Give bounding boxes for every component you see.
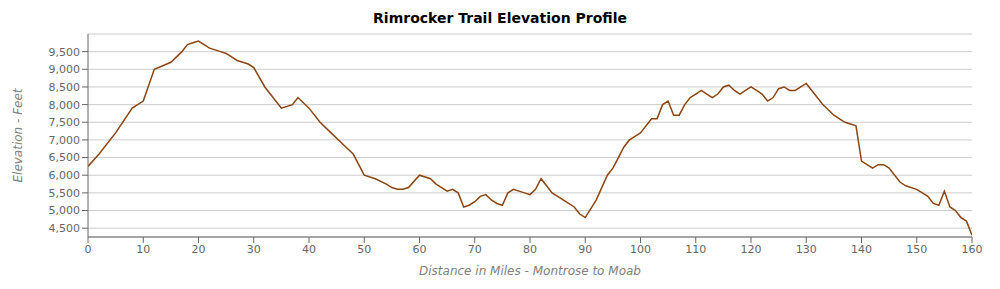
svg-text:60: 60 [413,243,427,256]
svg-text:7,500: 7,500 [49,116,81,129]
svg-text:150: 150 [906,243,927,256]
svg-text:5,000: 5,000 [49,204,81,217]
svg-text:7,000: 7,000 [49,134,81,147]
svg-text:5,500: 5,500 [49,187,81,200]
svg-text:8,000: 8,000 [49,99,81,112]
svg-text:30: 30 [247,243,261,256]
svg-text:90: 90 [578,243,592,256]
svg-text:4,500: 4,500 [49,222,81,235]
svg-text:120: 120 [741,243,762,256]
svg-text:9,000: 9,000 [49,63,81,76]
svg-text:6,000: 6,000 [49,169,81,182]
svg-text:0: 0 [85,243,92,256]
svg-text:130: 130 [796,243,817,256]
svg-text:100: 100 [630,243,651,256]
svg-text:80: 80 [523,243,537,256]
svg-text:8,500: 8,500 [49,81,81,94]
svg-text:140: 140 [851,243,872,256]
html-text:Rimrocker Trail Elevation Prof: Rimrocker Trail Elevation Profile [373,10,627,26]
svg-text:10: 10 [136,243,150,256]
svg-text:160: 160 [962,243,983,256]
svg-text:110: 110 [685,243,706,256]
svg-text:6,500: 6,500 [49,151,81,164]
svg-text:Distance in Miles - Montrose t: Distance in Miles - Montrose to Moab [419,264,641,278]
svg-text:40: 40 [302,243,316,256]
svg-text:Elevation - Feet: Elevation - Feet [11,87,25,182]
svg-text:70: 70 [468,243,482,256]
svg-text:50: 50 [357,243,371,256]
svg-text:20: 20 [192,243,206,256]
svg-text:9,500: 9,500 [49,46,81,59]
